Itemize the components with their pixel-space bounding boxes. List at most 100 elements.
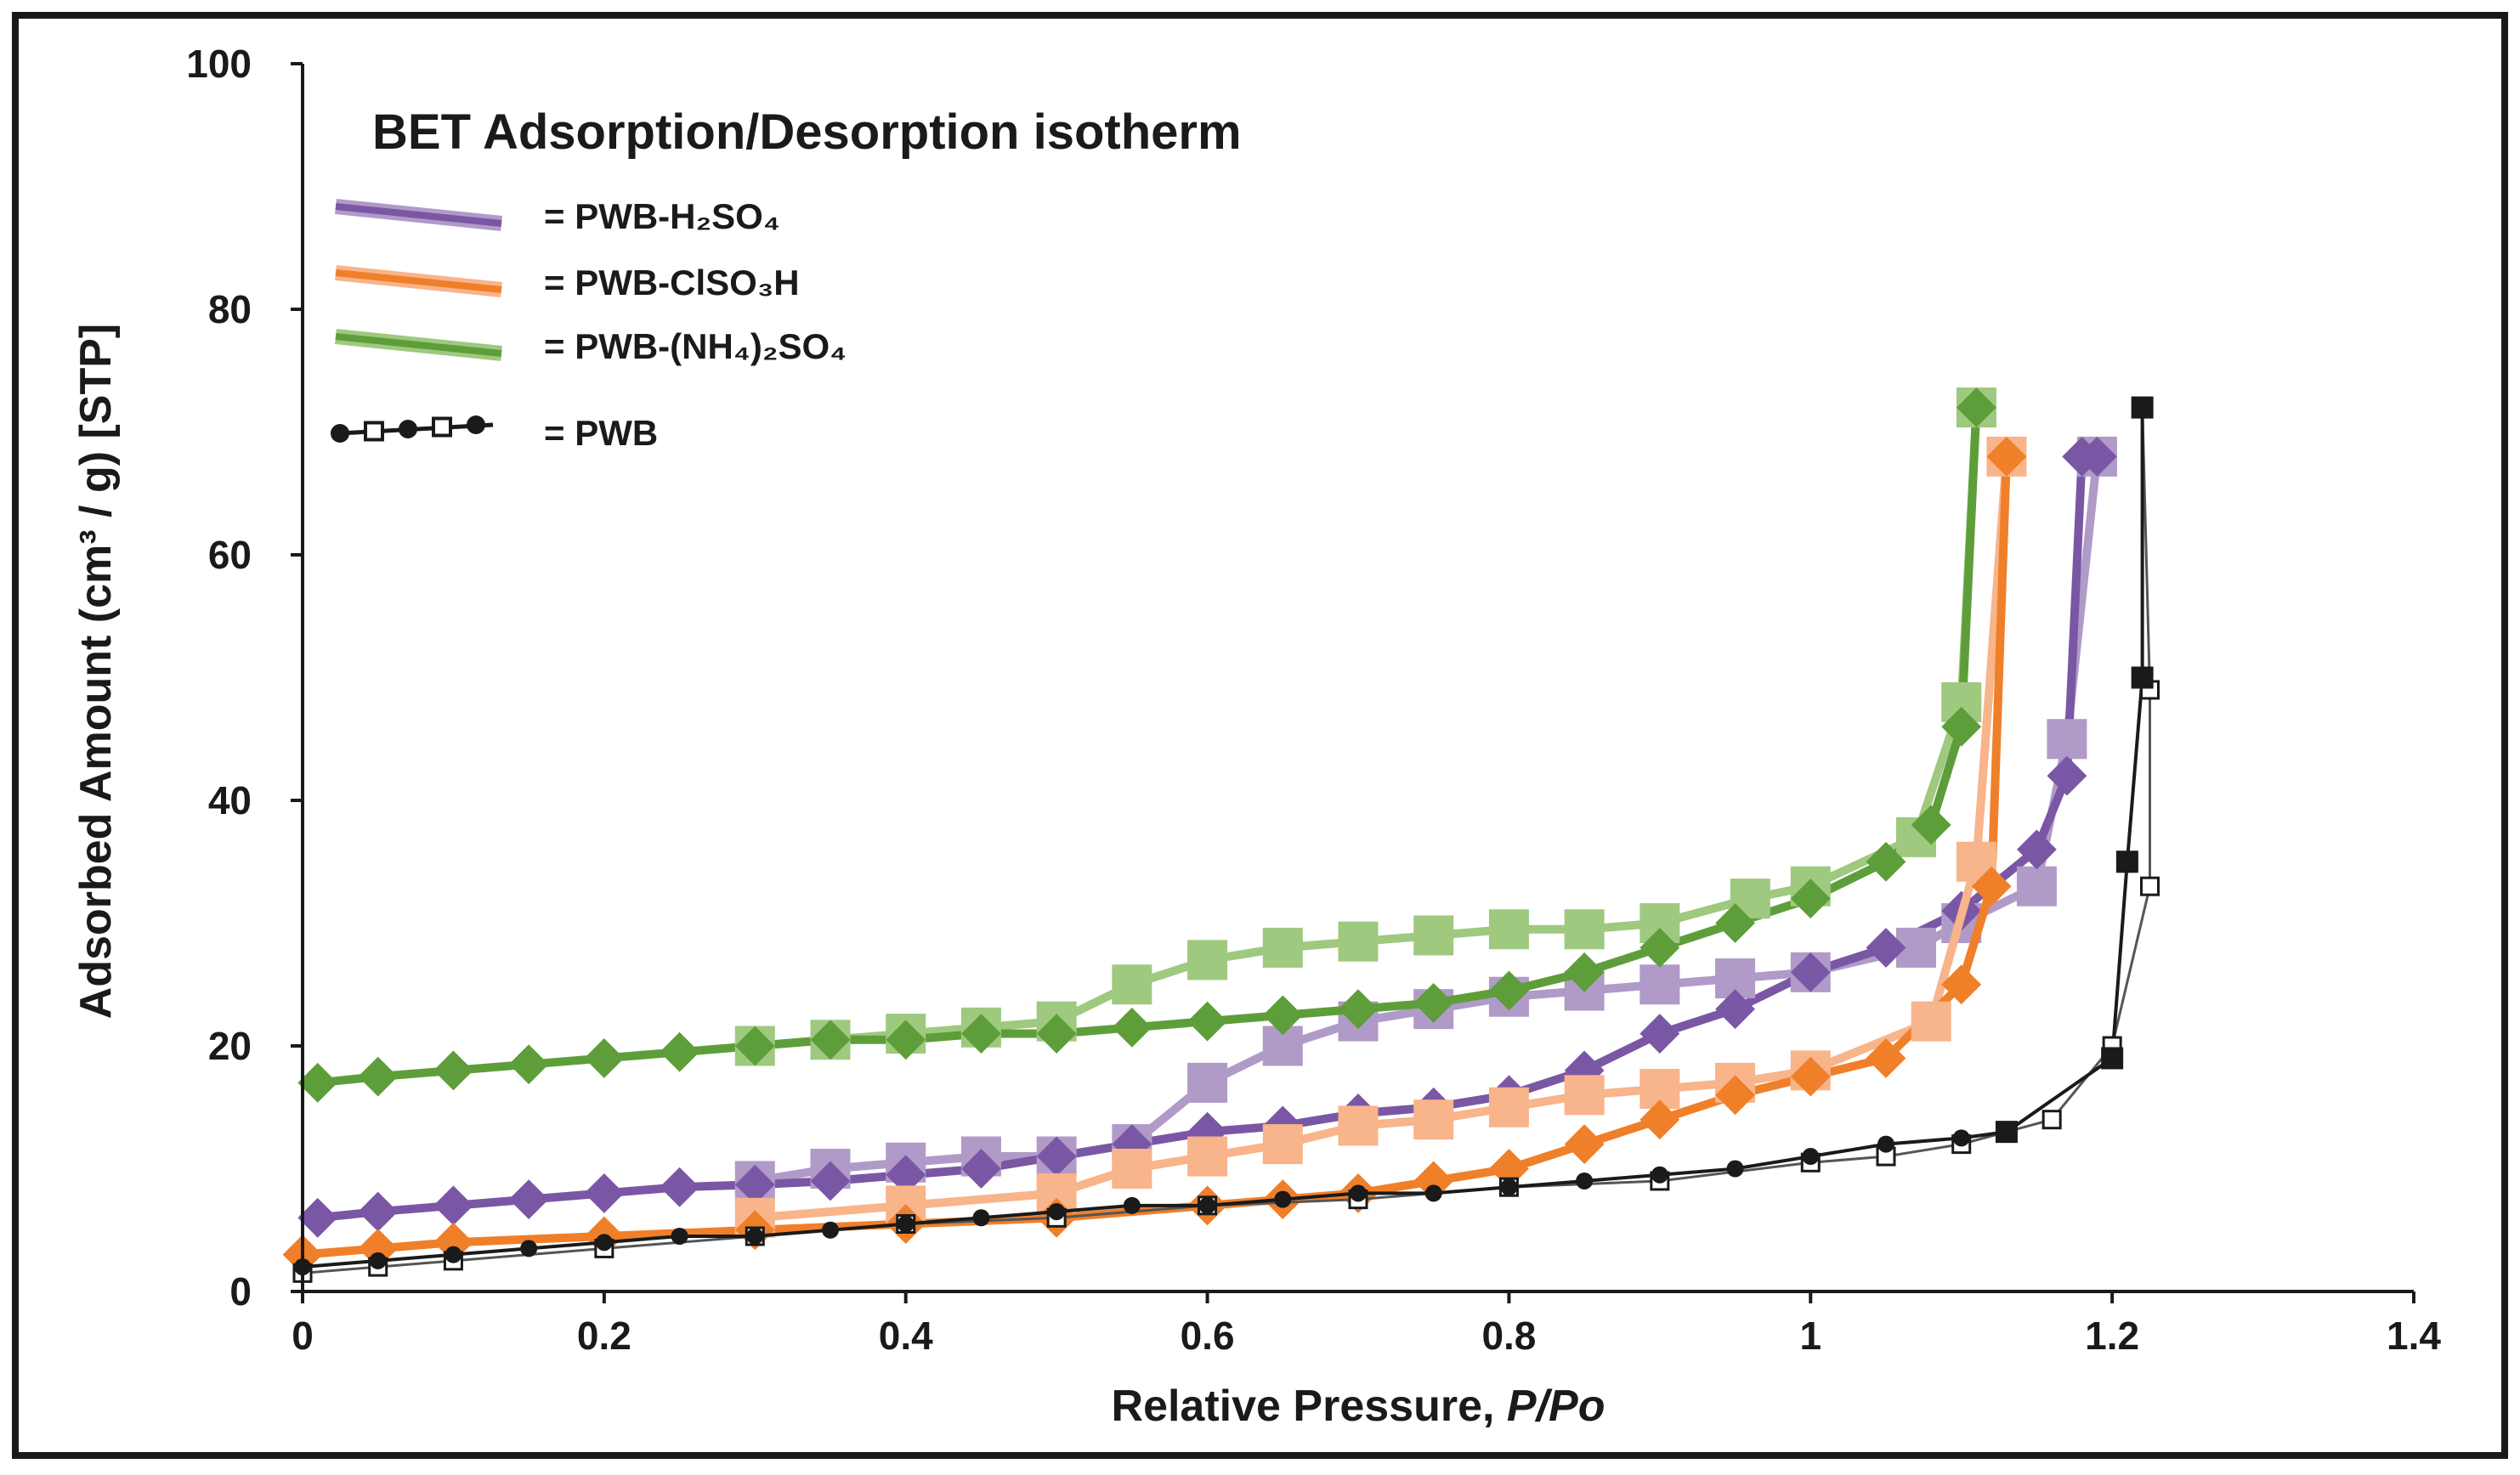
adsorption-point [1338,989,1379,1030]
adsorption-point [1971,866,2012,907]
adsorption-point [1112,1007,1152,1048]
adsorption-point [1941,706,1982,747]
adsorption-point [810,1020,851,1060]
legend-marker [467,415,485,434]
legend-label: = PWB-(NH₄)₂SO₄ [544,326,847,366]
legend-marker [331,424,349,443]
y-tick-label: 60 [208,533,252,577]
adsorption-point [660,1167,699,1207]
adsorption-point [1911,805,1951,845]
adsorption-point [1564,952,1605,992]
adsorption-point [297,1197,338,1238]
adsorption-point [961,1149,1001,1189]
adsorption-point [1187,1001,1227,1042]
adsorption-point [1036,1014,1077,1054]
adsorption-point [886,1020,926,1060]
adsorption-point [961,1014,1001,1054]
adsorption-point [810,1161,851,1201]
adsorption-point [1726,1160,1744,1178]
adsorption-point [1639,1014,1680,1054]
desorption-point [1639,964,1680,1005]
adsorption-point [1500,1178,1518,1196]
adsorption-point [1564,1124,1605,1165]
desorption-point [1187,1062,1228,1103]
desorption-point [1262,927,1303,968]
adsorption-point [1995,1121,2018,1144]
adsorption-point [1262,995,1303,1036]
adsorption-point [1123,1196,1141,1214]
legend-label: = PWB [544,413,658,453]
adsorption-point [1952,1129,1970,1147]
adsorption-point [2115,851,2138,873]
x-tick-label: 0.6 [1181,1314,1235,1358]
x-axis-title-italic: P/Po [1507,1382,1605,1431]
adsorption-point [520,1240,538,1257]
y-tick-label: 20 [208,1024,252,1068]
desorption-point [1488,909,1529,950]
legend-item-1: = PWB-ClSO₃H [335,263,800,302]
series-3 [292,396,2160,1283]
legend-item-3: = PWB [331,413,658,453]
legend: = PWB-H₂SO₄ = PWB-ClSO₃H = PWB-(NH₄)₂SO₄ = … [331,196,847,453]
adsorption-point [1274,1190,1292,1208]
y-tick-label: 80 [208,287,252,331]
x-axis-title-text: Relative Pressure, [1112,1382,1507,1431]
adsorption-point [1413,983,1454,1023]
adsorption-point [972,1209,990,1227]
adsorption-point [1957,387,1996,428]
adsorption-point [1802,1148,1820,1166]
desorption-point [1413,915,1454,956]
desorption-point [1941,681,1982,722]
adsorption-point [671,1227,688,1245]
adsorption-point [1715,903,1755,943]
adsorption-point [297,1062,338,1103]
legend-swatch [335,203,502,227]
adsorption-point [1639,1099,1680,1140]
y-axis-title: Adsorbed Amount (cm³ / g) [STP] [71,324,121,1019]
adsorption-point [595,1234,613,1252]
desorption-point [2047,719,2087,760]
adsorption-point [445,1246,462,1263]
legend-marker [432,416,452,438]
tick-layer: 0 0.2 0.4 0.6 0.8 1 1.2 1.4 0 20 40 60 80 100 [186,42,2441,1358]
desorption-point [1564,1075,1605,1116]
adsorption-point [1489,970,1529,1011]
legend-label: = PWB-H₂SO₄ [544,196,780,236]
legend-item-0: = PWB-H₂SO₄ [335,196,780,236]
x-tick-label: 0.4 [879,1314,933,1358]
figure-border [12,12,2508,1459]
adsorption-point [660,1031,699,1072]
desorption-point [2140,876,2160,896]
legend-label: = PWB-ClSO₃H [544,263,800,302]
adsorption-point [1576,1172,1594,1190]
desorption-point [1112,1149,1152,1189]
adsorption-point [358,1056,399,1097]
adsorption-point [1350,1184,1367,1202]
x-tick-label: 0.2 [577,1314,631,1358]
x-tick-label: 0 [292,1314,314,1358]
x-tick-label: 1.2 [2085,1314,2139,1358]
adsorption-point [2076,436,2117,477]
x-axis-title: Relative Pressure, P/Po [1112,1382,1605,1431]
desorption-point [1338,1105,1379,1146]
adsorption-point [1715,989,1755,1030]
x-tick-label: 1 [1799,1314,1821,1358]
adsorption-point [1790,952,1831,992]
adsorption-point [1651,1166,1668,1184]
adsorption-line [302,407,2144,1269]
adsorption-point [1877,1135,1894,1153]
desorption-line [754,456,2011,1223]
adsorption-point [584,1038,625,1078]
desorption-point [1488,1087,1529,1127]
adsorption-point [1866,841,1906,882]
adsorption-point [1866,927,1906,968]
adsorption-point [584,1173,625,1213]
desorption-point [1187,1136,1228,1177]
adsorption-point [2047,755,2087,796]
desorption-point [1413,1099,1454,1140]
adsorption-point [1941,964,1982,1005]
adsorption-point [1198,1196,1216,1214]
adsorption-point [2101,1047,2124,1070]
x-tick-label: 0.8 [1481,1314,1536,1358]
